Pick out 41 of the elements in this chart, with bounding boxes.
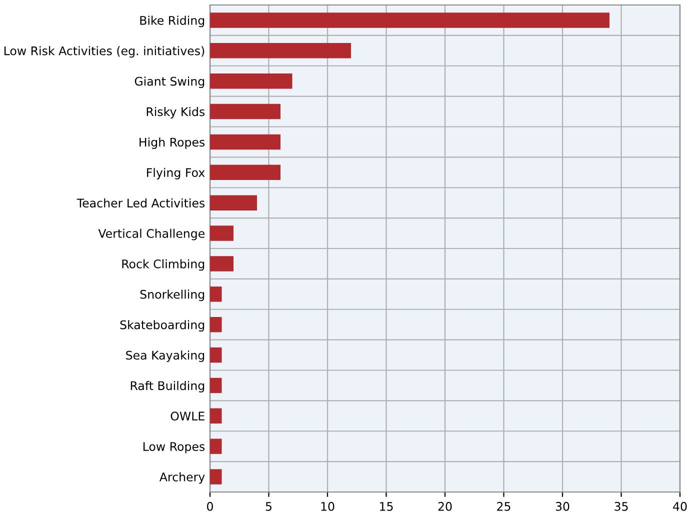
y-tick-label: Giant Swing: [134, 76, 204, 88]
bar: [210, 226, 234, 241]
bar: [210, 438, 222, 454]
bar: [210, 164, 280, 180]
x-tick-label: 25: [497, 502, 510, 511]
y-tick-label: Low Ropes: [143, 442, 205, 454]
bar: [210, 256, 234, 272]
x-tick-label: 0: [207, 502, 213, 511]
y-tick-label: Snorkelling: [140, 290, 204, 302]
bar: [210, 347, 222, 363]
x-tick-label: 10: [321, 502, 334, 511]
bar: [210, 316, 222, 332]
y-tick-label: Low Risk Activities (eg. initiatives): [4, 46, 204, 58]
bar: [210, 12, 610, 28]
bar: [210, 408, 222, 424]
y-tick-label: Vertical Challenge: [98, 228, 205, 240]
bar: [210, 469, 222, 484]
bar: [210, 73, 292, 89]
bar: [210, 195, 257, 210]
bar: [210, 286, 222, 302]
x-tick-label: 30: [556, 502, 570, 511]
y-tick-label: Skateboarding: [120, 320, 204, 332]
y-tick-label: High Ropes: [140, 137, 205, 149]
y-tick-label: Rock Climbing: [122, 259, 204, 271]
bar: [210, 134, 280, 150]
x-tick-label: 15: [380, 502, 393, 511]
bar: [210, 378, 222, 394]
bar: [210, 43, 351, 58]
y-tick-label: Teacher Led Activities: [76, 198, 205, 208]
bar: [210, 104, 280, 120]
y-tick-label: Archery: [159, 472, 205, 484]
y-tick-label: Flying Fox: [147, 168, 205, 180]
y-tick-label: Raft Building: [130, 380, 204, 392]
y-tick-label: Risky Kids: [146, 107, 205, 118]
x-tick-label: 20: [438, 502, 452, 511]
y-tick-label: Sea Kayaking: [126, 350, 204, 362]
x-tick-label: 5: [266, 502, 272, 511]
y-tick-label: OWLE: [170, 412, 204, 421]
y-tick-label: Bike Riding: [140, 16, 204, 28]
x-tick-label: 40: [673, 502, 687, 511]
x-tick-label: 35: [614, 502, 628, 511]
